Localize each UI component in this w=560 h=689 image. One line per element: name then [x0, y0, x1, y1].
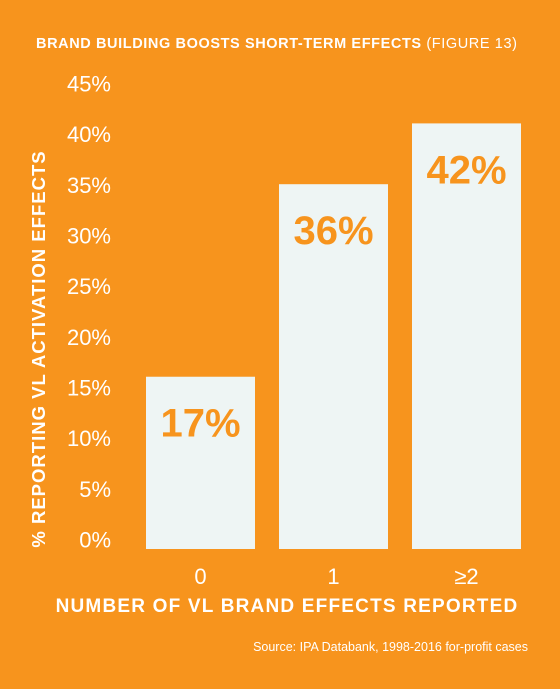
bar: [412, 123, 521, 550]
bar: [279, 184, 388, 549]
chart-title-figure: (FIGURE 13): [426, 36, 518, 52]
bar-value-label: 42%: [426, 148, 506, 192]
x-tick-label: ≥2: [454, 564, 478, 589]
y-tick-label: 5%: [79, 477, 111, 502]
y-tick-label: 15%: [67, 376, 111, 401]
y-tick-label: 20%: [67, 325, 111, 350]
y-tick-label: 0%: [79, 528, 111, 553]
bar-value-label: 36%: [293, 209, 373, 253]
bar-value-label: 17%: [160, 402, 240, 446]
bar: [146, 376, 255, 549]
y-tick-label: 40%: [67, 122, 111, 147]
y-tick-label: 35%: [67, 173, 111, 198]
source-note: Source: IPA Databank, 1998-2016 for-prof…: [253, 640, 528, 654]
y-tick-label: 45%: [67, 72, 111, 97]
y-tick-label: 25%: [67, 274, 111, 299]
chart-title-main: BRAND BUILDING BOOSTS SHORT-TERM EFFECTS: [36, 36, 422, 52]
y-tick-label: 10%: [67, 426, 111, 451]
x-axis-label: NUMBER OF VL BRAND EFFECTS REPORTED: [55, 596, 519, 617]
y-tick-label: 30%: [67, 224, 111, 249]
x-tick-label: 1: [327, 564, 339, 589]
x-tick-label: 0: [194, 564, 206, 589]
chart-title: BRAND BUILDING BOOSTS SHORT-TERM EFFECTS…: [36, 36, 518, 52]
